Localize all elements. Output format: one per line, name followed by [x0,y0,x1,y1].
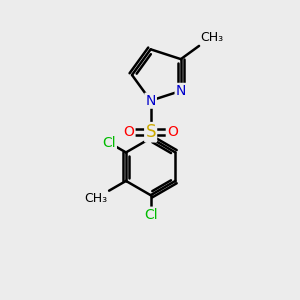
Text: O: O [124,125,134,139]
Text: CH₃: CH₃ [200,32,224,44]
Text: Cl: Cl [144,208,158,222]
Text: N: N [176,84,186,98]
Text: CH₃: CH₃ [85,192,108,205]
Text: O: O [167,125,178,139]
Text: N: N [146,94,156,108]
Text: S: S [146,123,156,141]
Text: Cl: Cl [102,136,116,150]
